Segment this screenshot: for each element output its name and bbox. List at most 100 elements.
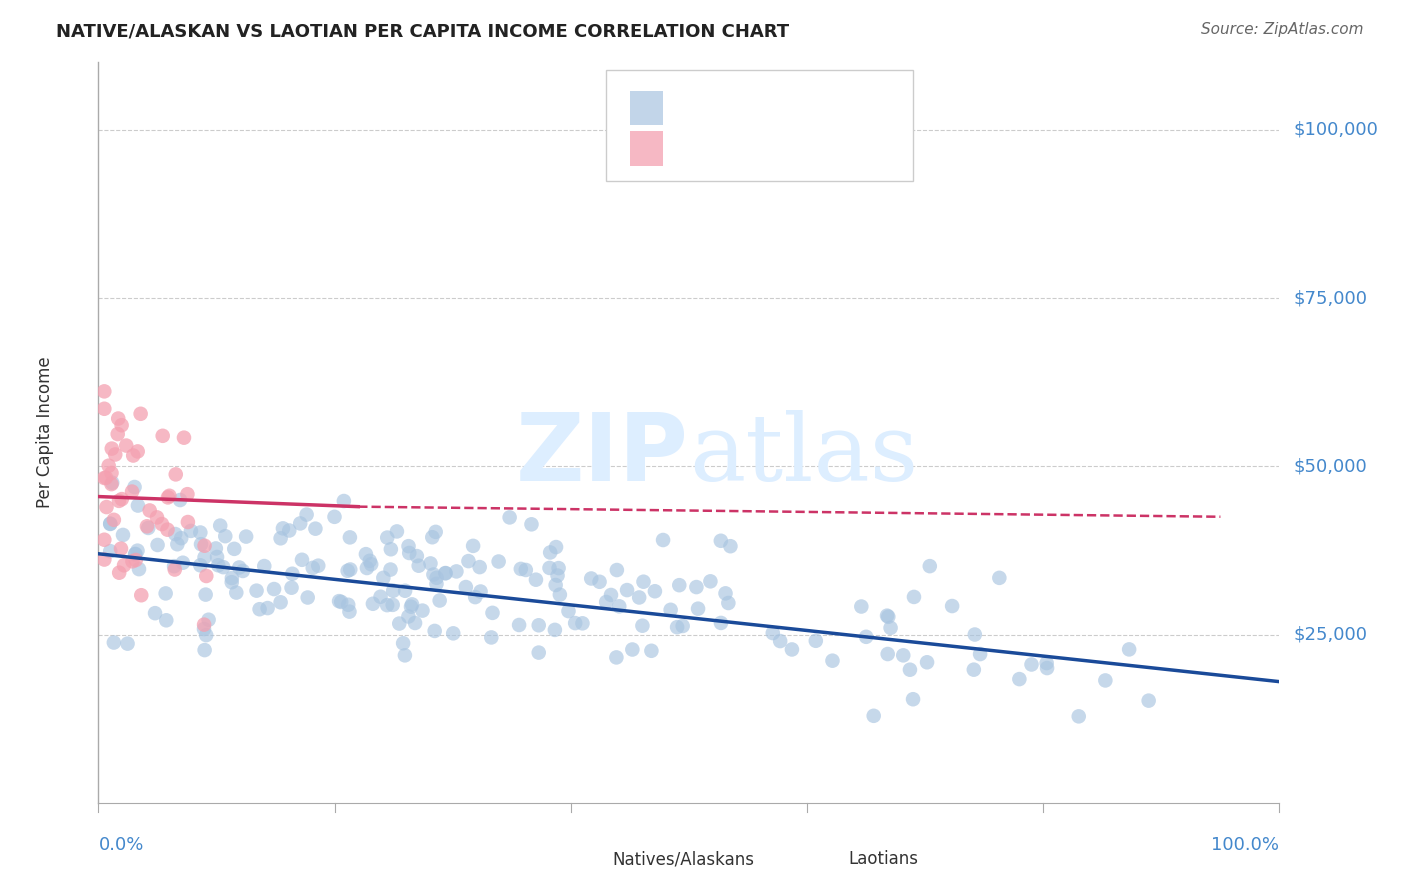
Point [127, 543, 149, 558]
Point [425, 524, 447, 539]
Point [710, 533, 733, 548]
Point [136, 521, 159, 535]
Point [419, 557, 441, 571]
Point [520, 517, 543, 532]
Point [290, 516, 312, 531]
Point [212, 560, 235, 574]
Point [699, 574, 721, 589]
Point [194, 588, 217, 602]
Point [108, 493, 131, 508]
Point [94, 471, 117, 485]
Point [101, 475, 124, 490]
Point [616, 583, 638, 598]
Text: NATIVE/ALASKAN VS LAOTIAN PER CAPITA INCOME CORRELATION CHART: NATIVE/ALASKAN VS LAOTIAN PER CAPITA INC… [56, 22, 789, 40]
Point [399, 599, 422, 614]
Point [333, 494, 356, 508]
Point [373, 571, 395, 585]
Point [235, 530, 257, 544]
Point [100, 477, 122, 491]
Point [762, 626, 785, 640]
Point [524, 573, 547, 587]
Point [988, 571, 1011, 585]
Point [398, 539, 420, 553]
Point [354, 547, 377, 561]
Text: 100.0%: 100.0% [1212, 836, 1279, 855]
Point [297, 591, 319, 605]
Point [464, 590, 486, 604]
Point [769, 634, 792, 648]
Point [1035, 656, 1057, 670]
Point [93, 471, 115, 485]
Bar [630, 131, 664, 166]
Point [173, 431, 195, 445]
Point [498, 510, 520, 524]
Point [103, 513, 125, 527]
Point [193, 617, 215, 632]
Text: $50,000: $50,000 [1294, 458, 1368, 475]
Point [100, 466, 122, 480]
Point [538, 561, 561, 575]
Text: Natives/Alaskans: Natives/Alaskans [612, 850, 754, 868]
Point [193, 550, 215, 565]
Point [177, 515, 200, 529]
Point [398, 546, 420, 560]
Point [804, 633, 827, 648]
Point [155, 586, 177, 600]
Point [304, 522, 326, 536]
Point [963, 663, 986, 677]
Point [425, 577, 447, 591]
Point [163, 559, 186, 574]
Point [481, 606, 503, 620]
Point [188, 525, 211, 540]
Point [426, 571, 449, 585]
Point [108, 566, 131, 580]
Point [301, 561, 323, 575]
Point [862, 708, 884, 723]
Point [876, 608, 898, 623]
Point [385, 524, 408, 539]
Point [538, 545, 561, 559]
Point [176, 487, 198, 501]
FancyBboxPatch shape [606, 70, 914, 181]
Point [150, 516, 173, 531]
Point [628, 591, 651, 605]
Point [446, 565, 468, 579]
Point [127, 499, 149, 513]
Point [249, 602, 271, 616]
Point [557, 604, 579, 618]
Point [375, 531, 398, 545]
Point [256, 601, 278, 615]
Point [280, 581, 302, 595]
Point [659, 603, 682, 617]
Point [166, 537, 188, 551]
Point [307, 558, 329, 573]
Point [375, 598, 398, 612]
Point [1137, 693, 1160, 707]
Point [124, 547, 146, 561]
Point [180, 524, 202, 538]
Point [129, 588, 152, 602]
Point [1021, 657, 1043, 672]
Point [544, 578, 567, 592]
Text: Per Capita Income: Per Capita Income [37, 357, 55, 508]
Point [271, 521, 294, 535]
Point [821, 654, 844, 668]
Point [581, 572, 603, 586]
Point [640, 644, 662, 658]
Point [408, 558, 430, 573]
Point [214, 529, 236, 543]
Point [172, 556, 194, 570]
Point [101, 442, 124, 456]
Point [232, 564, 254, 578]
Point [138, 503, 160, 517]
Point [339, 562, 361, 576]
Point [394, 583, 416, 598]
Point [380, 542, 402, 557]
Point [96, 500, 118, 514]
Point [903, 590, 925, 604]
Point [125, 553, 148, 567]
Point [165, 467, 187, 482]
Point [143, 606, 166, 620]
Point [111, 492, 134, 507]
Point [195, 569, 218, 583]
